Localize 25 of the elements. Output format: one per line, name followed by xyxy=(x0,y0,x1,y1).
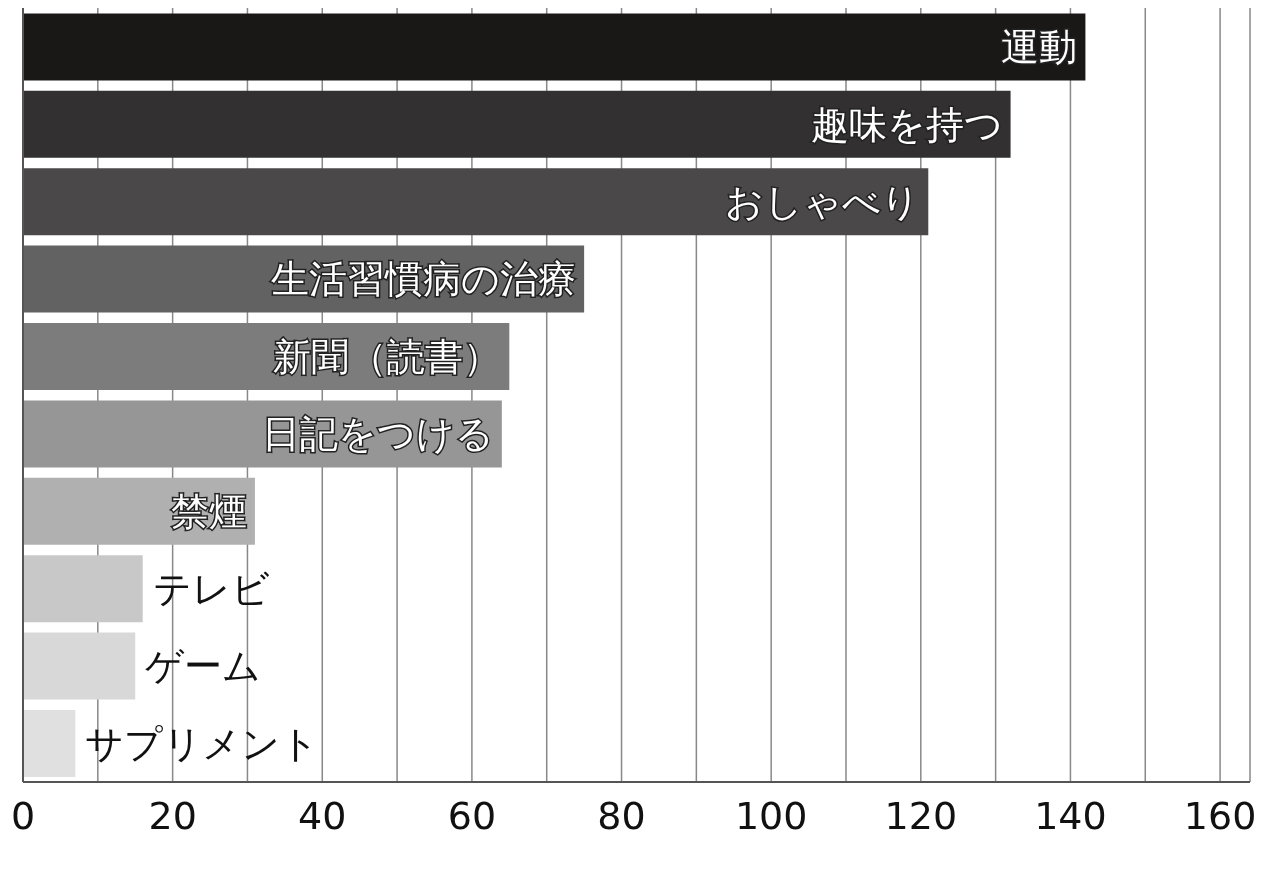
bar xyxy=(23,90,1011,158)
x-tick-label: 140 xyxy=(1034,793,1107,838)
bar xyxy=(23,632,136,700)
x-tick-label: 80 xyxy=(597,793,646,838)
y-tick-label: 新聞（読書） xyxy=(273,334,502,379)
x-tick-label: 160 xyxy=(1183,793,1257,838)
y-tick-label: おしゃべり xyxy=(725,180,921,225)
bar xyxy=(23,555,143,623)
y-tick-label: ゲーム xyxy=(145,644,262,689)
y-tick-label: 運動 xyxy=(1001,25,1078,70)
y-tick-label: 生活習慣病の治療 xyxy=(271,257,577,302)
bar xyxy=(23,13,1086,81)
y-tick-label: サプリメント xyxy=(85,721,320,766)
y-tick-label: 日記をつける xyxy=(261,412,494,457)
x-tick-label: 20 xyxy=(148,793,197,838)
y-tick-label: 禁煙 xyxy=(170,489,247,534)
x-tick-label: 100 xyxy=(734,793,808,838)
bar xyxy=(23,168,929,236)
y-tick-label: 趣味を持つ xyxy=(810,102,1003,147)
x-tick-label: 60 xyxy=(447,793,497,838)
y-tick-label: テレビ xyxy=(152,567,270,612)
bar xyxy=(23,710,76,778)
x-tick-label: 120 xyxy=(884,793,958,838)
x-tick-label: 0 xyxy=(10,793,36,838)
x-tick-label: 40 xyxy=(298,793,347,838)
